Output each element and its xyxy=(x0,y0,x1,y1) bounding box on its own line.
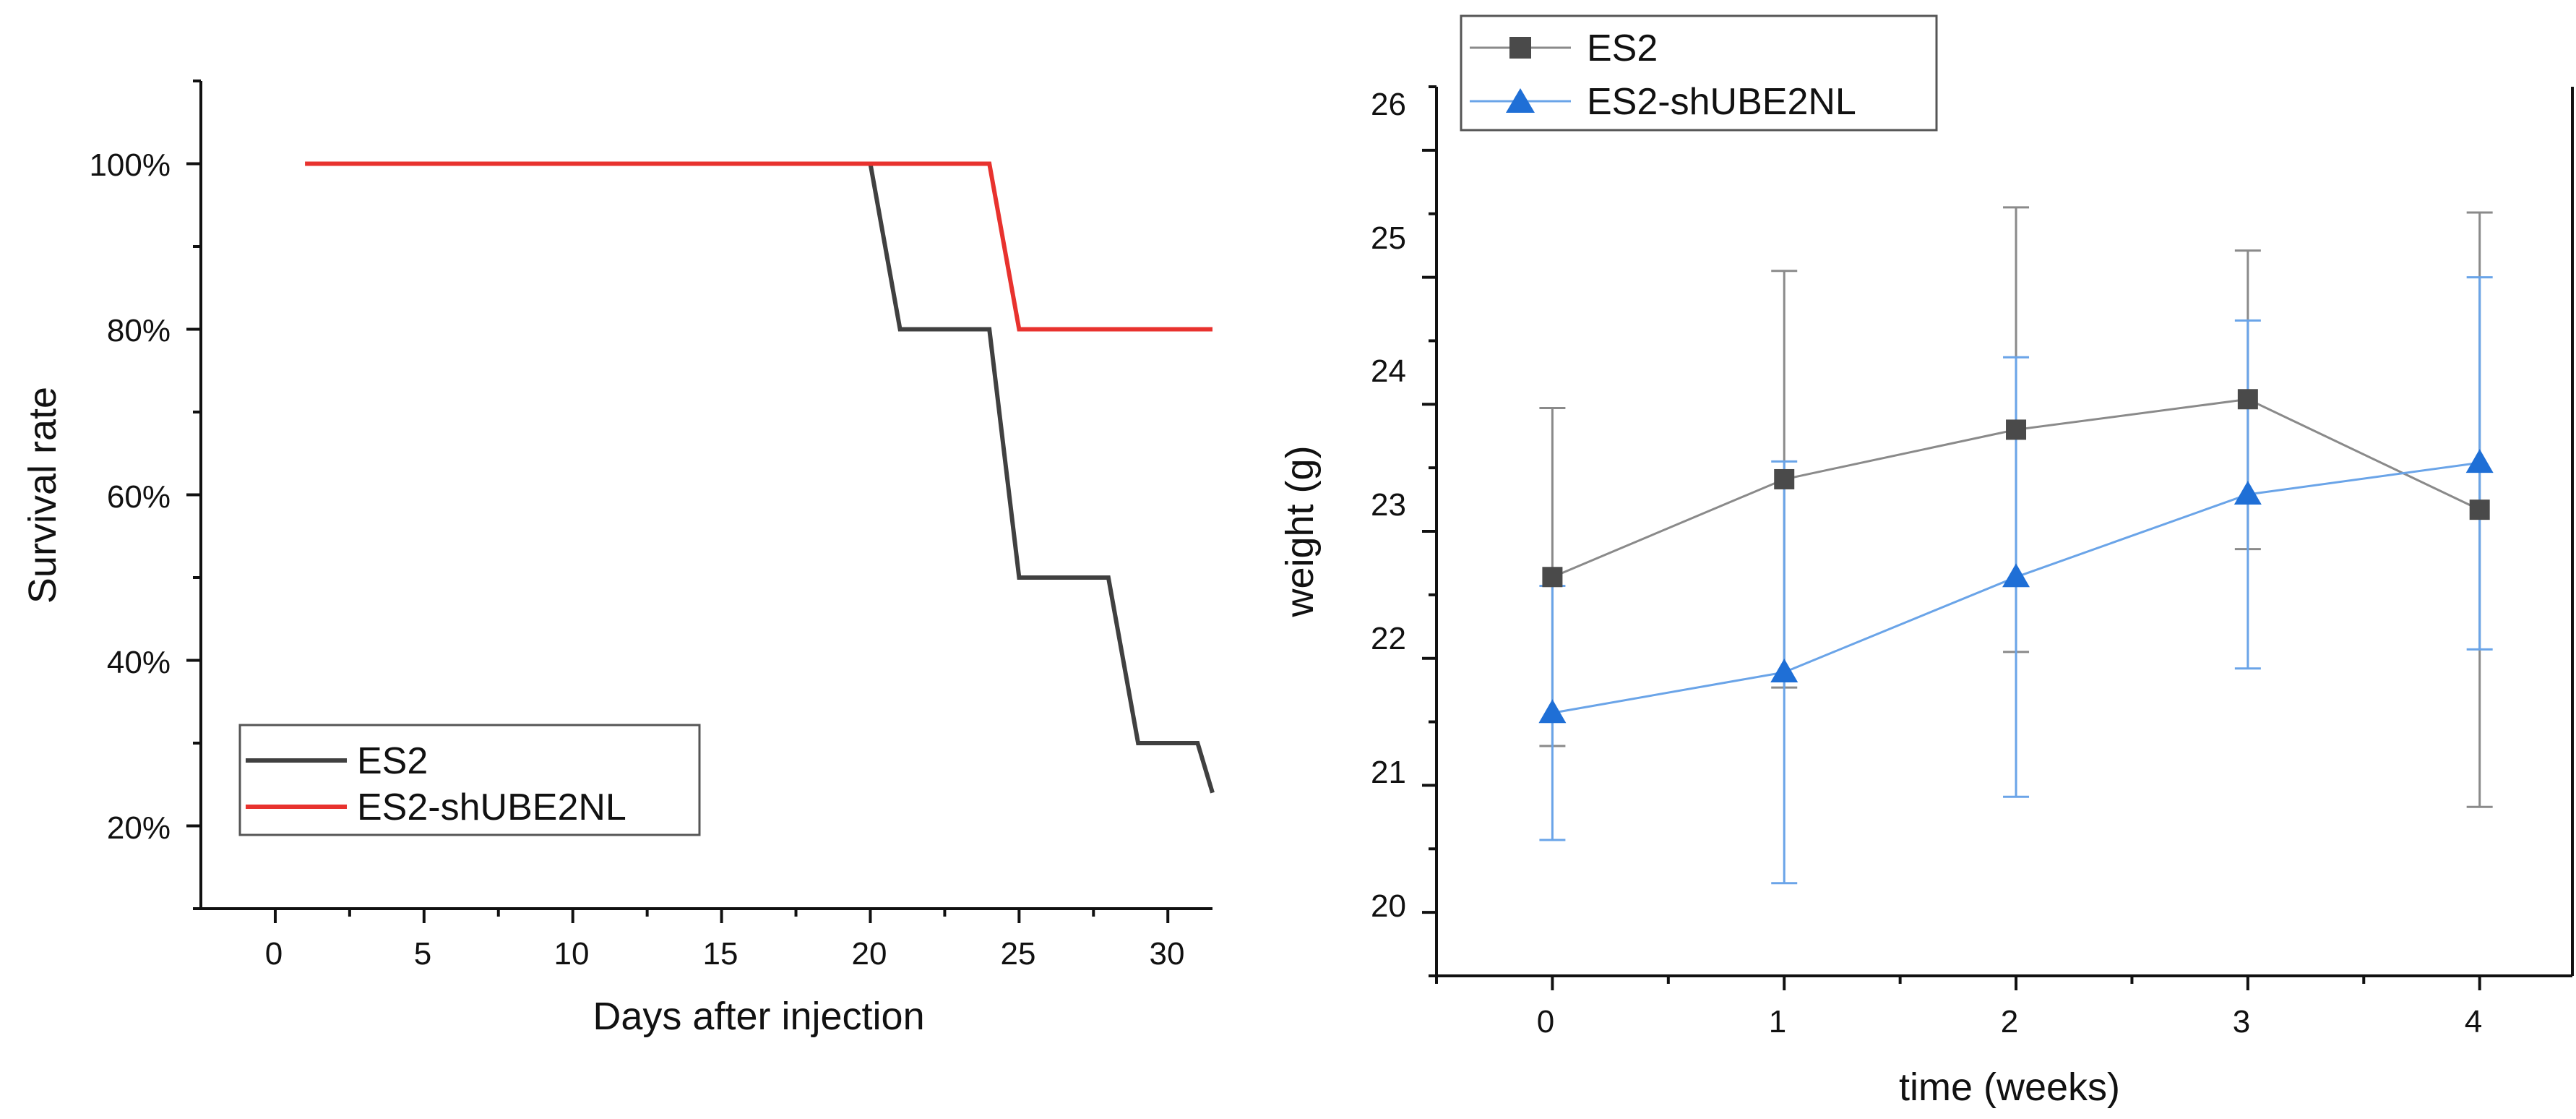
survival-chart: 100% 80% 60% 40% 20% 0 5 10 15 20 25 30 … xyxy=(21,80,1215,1038)
survival-line-es2 xyxy=(868,163,1215,794)
weight-y-tick-label: 22 xyxy=(1371,621,1406,656)
weight-point-es2 xyxy=(2469,500,2490,520)
survival-legend: ES2 ES2-shUBE2NL xyxy=(238,724,701,836)
weight-chart: 20 21 22 23 24 25 26 0 1 2 3 4 time (wee… xyxy=(1278,14,2574,1109)
survival-y-tick-label: 20% xyxy=(107,810,171,846)
weight-plot-series xyxy=(1538,206,2494,885)
weight-y-axis-label: weight (g) xyxy=(1278,445,1322,617)
weight-legend-box xyxy=(1460,14,1938,132)
weight-x-tick-label: 4 xyxy=(2465,1004,2482,1039)
survival-y-axis-label: Survival rate xyxy=(21,387,64,604)
weight-point-es2-shube2nl xyxy=(1770,659,1799,683)
weight-point-es2-shube2nl xyxy=(2233,481,2262,505)
weight-x-tick-label: 1 xyxy=(1769,1004,1786,1039)
weight-y-tick-label: 24 xyxy=(1371,353,1406,389)
survival-x-tick-label: 15 xyxy=(703,936,738,972)
weight-legend-marker-es2-shube2nl xyxy=(1506,88,1535,113)
weight-y-tick-label: 26 xyxy=(1371,87,1406,122)
survival-x-axis-label: Days after injection xyxy=(593,995,924,1038)
weight-legend-marker-es2 xyxy=(1509,37,1531,59)
survival-y-tick-label: 60% xyxy=(107,479,171,515)
weight-point-es2 xyxy=(1542,567,1563,588)
survival-y-tick-label: 80% xyxy=(107,313,171,348)
survival-plot-series xyxy=(305,161,1215,794)
weight-y-tick-label: 23 xyxy=(1371,487,1406,523)
survival-legend-label-es2-shube2nl: ES2-shUBE2NL xyxy=(357,786,626,828)
weight-y-tick-label: 20 xyxy=(1371,888,1406,924)
survival-x-tick-label: 30 xyxy=(1150,936,1185,972)
survival-line-es2-shube2nl xyxy=(305,161,1212,332)
survival-y-tick-label: 40% xyxy=(107,645,171,680)
weight-point-es2-shube2nl xyxy=(1538,699,1567,724)
weight-y-tick-label: 25 xyxy=(1371,220,1406,256)
weight-x-axis-label: time (weeks) xyxy=(1899,1066,2120,1109)
weight-legend: ES2 ES2-shUBE2NL xyxy=(1460,14,1938,132)
weight-point-es2-shube2nl xyxy=(2002,563,2030,588)
survival-x-tick-label: 5 xyxy=(414,936,431,972)
survival-legend-label-es2: ES2 xyxy=(357,740,428,782)
weight-point-es2 xyxy=(2006,419,2027,440)
weight-x-tick-label: 0 xyxy=(1537,1004,1554,1039)
survival-y-tick-label: 100% xyxy=(89,147,171,183)
survival-x-tick-label: 20 xyxy=(852,936,887,972)
weight-legend-label-es2-shube2nl: ES2-shUBE2NL xyxy=(1587,81,1856,123)
survival-legend-box xyxy=(238,724,701,836)
weight-point-es2 xyxy=(1774,468,1795,489)
survival-axis-ticks xyxy=(186,80,1170,923)
weight-point-es2 xyxy=(2237,389,2258,410)
weight-x-tick-label: 2 xyxy=(2001,1004,2018,1039)
weight-axis-ticks xyxy=(1422,85,2481,990)
weight-point-es2-shube2nl xyxy=(2465,449,2494,473)
weight-x-tick-label: 3 xyxy=(2233,1004,2250,1039)
survival-x-tick-label: 10 xyxy=(554,936,590,972)
weight-y-tick-label: 21 xyxy=(1371,755,1406,790)
survival-x-tick-label: 25 xyxy=(1001,936,1036,972)
weight-legend-label-es2: ES2 xyxy=(1587,27,1658,69)
survival-x-tick-label: 0 xyxy=(265,936,283,972)
